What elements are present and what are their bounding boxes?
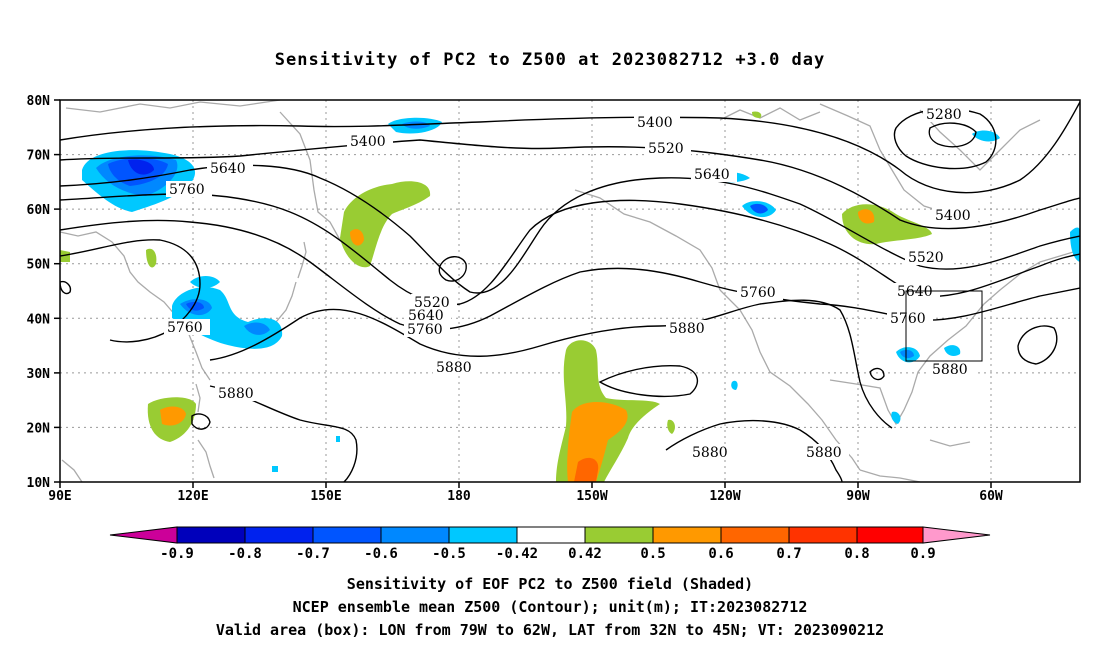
contour-label: 5520 — [648, 141, 684, 157]
contour-label: 5400 — [350, 134, 386, 150]
contour-label: 5880 — [692, 445, 728, 461]
colorbar-cell — [516, 526, 586, 544]
colorbar-cell — [652, 526, 722, 544]
lat-label: 30N — [27, 367, 51, 382]
contour-label: 5760 — [169, 182, 205, 198]
colorbar-cell — [856, 526, 924, 544]
valid-area-box — [905, 290, 983, 362]
caption-contour: NCEP ensemble mean Z500 (Contour); unit(… — [292, 598, 808, 616]
lon-label: 120E — [177, 489, 208, 504]
contour-label: 5760 — [890, 311, 926, 327]
contour-label: 5880 — [218, 386, 254, 402]
colorbar-cell — [380, 526, 450, 544]
map-title: Sensitivity of PC2 to Z500 at 2023082712… — [274, 50, 826, 70]
contours — [60, 101, 1080, 482]
colorbar-cell — [109, 526, 178, 544]
colorbar-label: 0.6 — [708, 546, 733, 562]
contour-label: 5760 — [740, 285, 776, 301]
contour-label-group: 5280 5400 5400 5400 5520 5520 5520 5640 … — [164, 106, 978, 461]
lon-ticks — [59, 482, 992, 488]
colorbar-cell — [312, 526, 382, 544]
contour-label: 5640 — [897, 284, 933, 300]
contour-label: 5280 — [926, 107, 962, 123]
caption-shaded: Sensitivity of EOF PC2 to Z500 field (Sh… — [346, 575, 754, 593]
colorbar-label: -0.42 — [496, 546, 538, 562]
colorbar-label-group: -0.9 -0.8 -0.7 -0.6 -0.5 -0.42 0.42 0.5 … — [160, 546, 936, 562]
lat-label: 60N — [27, 203, 51, 218]
colorbar-cell — [922, 526, 991, 544]
lat-label-group: 80N 70N 60N 50N 40N 30N 20N 10N — [27, 94, 51, 491]
contour-label: 5880 — [806, 445, 842, 461]
lon-label-group: 90E 120E 150E 180 150W 120W 90W 60W — [48, 489, 1003, 504]
contour-label: 5640 — [694, 167, 730, 183]
lat-label: 80N — [27, 94, 51, 109]
colorbar-cell — [720, 526, 790, 544]
contour-label: 5880 — [436, 360, 472, 376]
lat-label: 50N — [27, 258, 51, 273]
contour-label: 5640 — [210, 161, 246, 177]
contour-label: 5400 — [935, 208, 971, 224]
contour-label: 5880 — [669, 321, 705, 337]
contour-label: 5520 — [908, 250, 944, 266]
contour-label: 5760 — [167, 320, 203, 336]
lon-label: 90W — [846, 489, 870, 504]
lon-label: 180 — [447, 489, 471, 504]
colorbar-cell — [176, 526, 246, 544]
map-frame — [59, 99, 1081, 483]
lat-label: 10N — [27, 476, 51, 491]
contour-label: 5640 — [408, 308, 444, 324]
lat-label: 70N — [27, 149, 51, 164]
lon-label: 120W — [709, 489, 740, 504]
lon-label: 150W — [576, 489, 607, 504]
colorbar-label: -0.9 — [160, 546, 194, 562]
colorbar-cell — [448, 526, 518, 544]
colorbar-label: 0.9 — [910, 546, 935, 562]
contour-label: 5400 — [637, 115, 673, 131]
lat-label: 40N — [27, 312, 51, 327]
colorbar-label: 0.7 — [776, 546, 801, 562]
caption-valid-area: Valid area (box): LON from 79W to 62W, L… — [215, 621, 885, 639]
colorbar-cell — [584, 526, 654, 544]
colorbar-label: 0.8 — [844, 546, 869, 562]
lon-label: 90E — [48, 489, 71, 504]
lat-ticks — [54, 99, 60, 483]
colorbar — [109, 526, 991, 544]
colorbar-label: -0.8 — [228, 546, 262, 562]
lon-label: 60W — [979, 489, 1003, 504]
map-plot-area: 5280 5400 5400 5400 5520 5520 5520 5640 … — [60, 100, 1080, 482]
contour-label: 5880 — [932, 362, 968, 378]
lat-label: 20N — [27, 421, 51, 436]
colorbar-cell — [244, 526, 314, 544]
colorbar-label: 0.42 — [568, 546, 602, 562]
colorbar-label: -0.7 — [296, 546, 330, 562]
colorbar-label: -0.6 — [364, 546, 398, 562]
colorbar-label: 0.5 — [640, 546, 665, 562]
colorbar-label: -0.5 — [432, 546, 466, 562]
contour-label: 5760 — [407, 322, 443, 338]
lon-label: 150E — [310, 489, 341, 504]
colorbar-cell — [788, 526, 858, 544]
